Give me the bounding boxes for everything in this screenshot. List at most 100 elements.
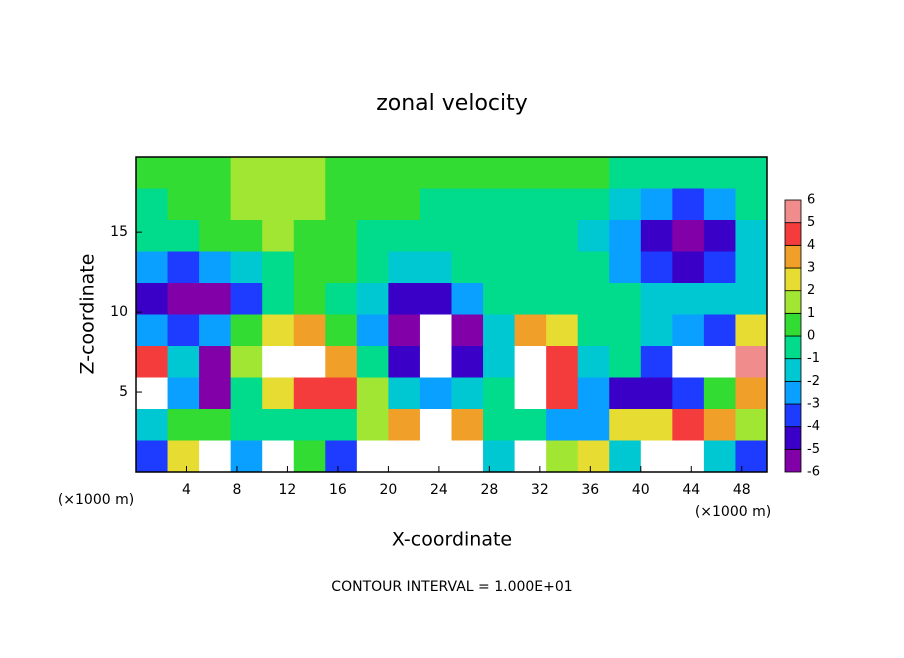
- x-tick-label: 36: [581, 482, 599, 498]
- heatmap-cell: [451, 314, 484, 347]
- heatmap-cell: [356, 220, 389, 252]
- heatmap-cell: [609, 409, 642, 441]
- plot-frame: [135, 156, 768, 473]
- heatmap-cell: [356, 346, 389, 378]
- heatmap-cell: [514, 188, 547, 221]
- heatmap-cell: [451, 157, 484, 189]
- heatmap-cell: [640, 157, 673, 189]
- heatmap-cell: [388, 188, 421, 221]
- heatmap-cell: [388, 346, 421, 378]
- colorbar-label: -6: [807, 465, 820, 480]
- heatmap-cell: [451, 409, 484, 441]
- heatmap-cell: [293, 377, 326, 410]
- heatmap-cell: [451, 283, 484, 315]
- heatmap-cell: [293, 409, 326, 441]
- heatmap-cell: [356, 377, 389, 410]
- heatmap-cell: [546, 220, 579, 252]
- heatmap-cell: [136, 251, 169, 284]
- heatmap-cell: [388, 220, 421, 252]
- x-tick-label: 28: [480, 482, 498, 498]
- heatmap-cell: [640, 220, 673, 252]
- heatmap-cell: [356, 440, 389, 473]
- heatmap-cell: [293, 440, 326, 473]
- heatmap-cell: [419, 251, 452, 284]
- colorbar-box: [784, 267, 802, 292]
- heatmap-cell: [577, 409, 610, 441]
- heatmap-cell: [167, 251, 200, 284]
- heatmap-cell: [577, 283, 610, 315]
- heatmap-cell: [230, 409, 263, 441]
- heatmap-cell: [167, 440, 200, 473]
- heatmap-cell: [483, 283, 516, 315]
- heatmap-cell: [672, 314, 705, 347]
- heatmap-cell: [483, 409, 516, 441]
- heatmap-cell: [262, 283, 295, 315]
- heatmap-cell: [735, 220, 768, 252]
- heatmap-cell: [640, 314, 673, 347]
- colorbar-box: [784, 448, 802, 473]
- heatmap-cell: [483, 188, 516, 221]
- heatmap-cell: [546, 440, 579, 473]
- heatmap-cell: [577, 220, 610, 252]
- heatmap-cell: [735, 377, 768, 410]
- heatmap-cell: [136, 220, 169, 252]
- heatmap-cell: [262, 409, 295, 441]
- heatmap-cell: [325, 157, 358, 189]
- heatmap-cell: [167, 409, 200, 441]
- heatmap-cell: [230, 220, 263, 252]
- heatmap-cell: [199, 251, 232, 284]
- heatmap-cell: [672, 346, 705, 378]
- heatmap-cell: [136, 157, 169, 189]
- heatmap-cell: [735, 283, 768, 315]
- heatmap-cell: [451, 377, 484, 410]
- heatmap-cell: [514, 283, 547, 315]
- heatmap-cell: [293, 283, 326, 315]
- heatmap-cell: [419, 346, 452, 378]
- heatmap-cell: [167, 346, 200, 378]
- heatmap-cell: [451, 251, 484, 284]
- x-tick-label: 16: [329, 482, 347, 498]
- y-tick-label: 10: [110, 304, 128, 320]
- heatmap-cell: [199, 440, 232, 473]
- heatmap-cell: [609, 251, 642, 284]
- heatmap-cell: [199, 157, 232, 189]
- heatmap-cell: [640, 251, 673, 284]
- heatmap-cell: [735, 188, 768, 221]
- chart-title: zonal velocity: [376, 91, 528, 116]
- heatmap-cell: [514, 346, 547, 378]
- heatmap-cell: [703, 283, 736, 315]
- heatmap-cell: [325, 346, 358, 378]
- heatmap-cell: [199, 283, 232, 315]
- heatmap-cell: [546, 377, 579, 410]
- heatmap-cell: [609, 220, 642, 252]
- colorbar-label: 5: [807, 215, 815, 230]
- heatmap-cell: [735, 440, 768, 473]
- heatmap-cell: [419, 157, 452, 189]
- heatmap-cell: [514, 314, 547, 347]
- heatmap-cell: [199, 188, 232, 221]
- x-tick-label: 40: [632, 482, 650, 498]
- heatmap-cell: [577, 440, 610, 473]
- heatmap-cell: [136, 346, 169, 378]
- heatmap-cell: [609, 188, 642, 221]
- heatmap-cell: [388, 377, 421, 410]
- heatmap-cell: [293, 346, 326, 378]
- heatmap-cell: [356, 283, 389, 315]
- heatmap-cell: [230, 188, 263, 221]
- colorbar-label: 2: [807, 283, 815, 298]
- heatmap-cell: [388, 440, 421, 473]
- heatmap-cell: [167, 283, 200, 315]
- heatmap-cell: [609, 283, 642, 315]
- colorbar-label: -5: [807, 442, 820, 457]
- y-tick-label: 15: [110, 224, 128, 240]
- heatmap-cell: [640, 409, 673, 441]
- heatmap-cell: [230, 314, 263, 347]
- heatmap-cell: [514, 440, 547, 473]
- colorbar-label: 6: [807, 193, 815, 208]
- x-unit-label: (×1000 m): [695, 504, 771, 520]
- heatmap-cell: [419, 188, 452, 221]
- heatmap-cell: [703, 188, 736, 221]
- heatmap-cell: [136, 409, 169, 441]
- heatmap-cell: [388, 251, 421, 284]
